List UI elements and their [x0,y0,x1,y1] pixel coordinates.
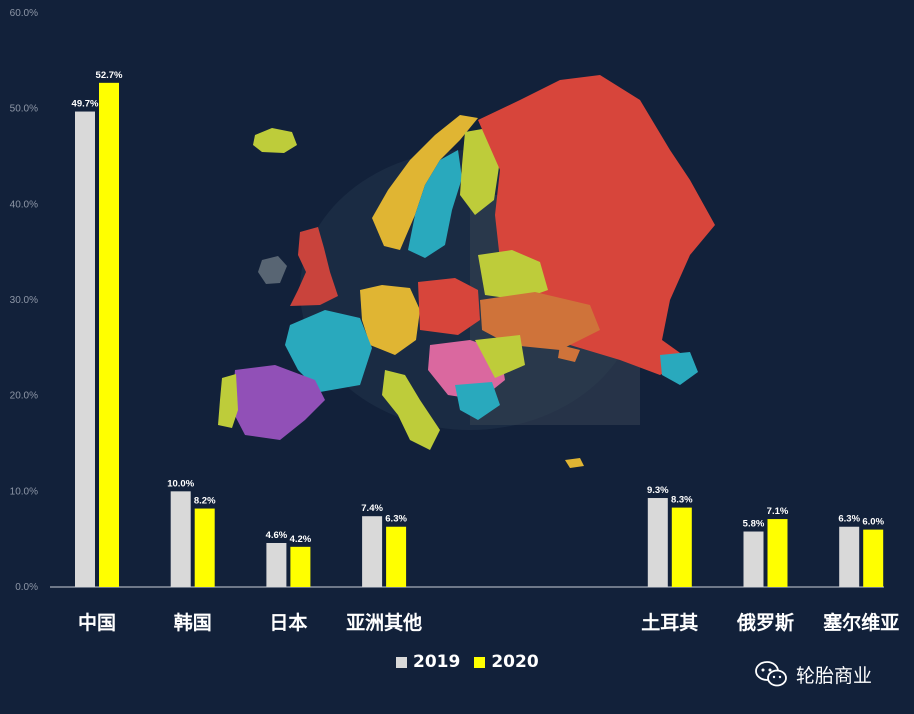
bar-2019 [647,498,668,587]
data-label-2019: 9.3% [647,485,669,496]
bar-2019 [75,111,95,587]
data-label-2019: 10.0% [167,478,194,489]
y-tick-label: 10.0% [10,486,38,497]
data-label-2019: 5.8% [743,519,765,530]
bars [75,82,884,587]
y-axis: 0.0% 10.0% 20.0% 30.0% 40.0% 50.0% 60.0% [10,8,38,593]
bar-2020 [99,82,119,587]
category-label: 塞尔维亚 [823,611,899,634]
bar-2019 [170,491,191,587]
data-label-2020: 6.0% [862,517,884,528]
legend-item-2020: 2020 [474,652,539,672]
bar-2020 [194,508,215,587]
category-label: 中国 [78,611,116,634]
category-label: 韩国 [174,611,212,634]
wechat-icon [755,661,787,687]
bar-2019 [266,542,287,587]
data-label-2020: 6.3% [385,514,407,525]
y-tick-label: 50.0% [10,104,38,115]
data-labels: 49.7%52.7%10.0%8.2%4.6% 4.2%7.4%6.3%9.3%8… [72,70,885,545]
europe-map-icon [218,75,715,468]
watermark: 轮胎商业 [754,660,872,688]
category-label: 亚洲其他 [346,611,422,634]
watermark-text: 轮胎商业 [796,664,873,687]
bar-2019 [362,516,383,587]
data-label-2020: 7.1% [767,506,789,517]
bar-2020 [863,529,884,587]
legend-swatch-2019 [396,656,407,668]
legend-label-2020: 2020 [491,652,539,672]
category-label: 日本 [269,611,307,634]
y-tick-label: 40.0% [10,199,38,210]
data-label-2019: 7.4% [361,503,383,514]
legend: 2019 2020 [396,652,539,672]
legend-swatch-2020 [474,656,486,668]
bar-2020 [386,526,407,587]
y-tick-label: 0.0% [15,582,38,593]
category-labels: 中国韩国日本亚洲其他土耳其俄罗斯塞尔维亚其他 [78,611,899,634]
legend-item-2019: 2019 [396,652,460,672]
bar-2020 [671,507,692,587]
category-label: 俄罗斯 [736,611,794,634]
data-label-2020: 4.2% [290,534,312,545]
legend-label-2019: 2019 [413,652,461,672]
bar-2019 [839,526,860,587]
data-label-2019: 6.3% [838,514,860,525]
y-tick-label: 60.0% [10,8,38,19]
data-label-2019: 4.6% [266,530,288,541]
data-label-2019: 49.7% [72,99,99,110]
y-tick-label: 20.0% [10,391,38,402]
bar-2019 [743,531,764,587]
category-label: 土耳其 [641,612,698,634]
data-label-2020: 52.7% [96,70,123,81]
y-tick-label: 30.0% [10,295,38,306]
bar-2020 [290,546,311,587]
data-label-2020: 8.2% [194,496,216,507]
data-label-2020: 8.3% [671,495,693,506]
bar-2020 [767,519,788,587]
